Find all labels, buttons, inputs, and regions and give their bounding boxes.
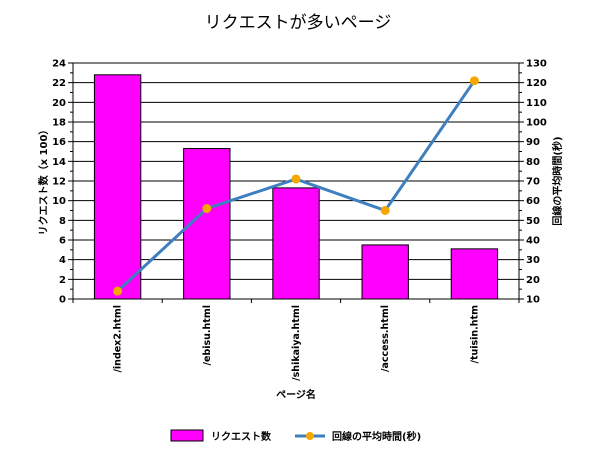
y-axis-label: リクエスト数（x 100） (37, 125, 50, 236)
line-point (469, 76, 479, 86)
legend-line-marker (306, 432, 314, 440)
y2-tick-label: 90 (526, 137, 540, 148)
chart-title: リクエストが多いページ (205, 13, 392, 33)
y-tick-label: 0 (59, 295, 66, 306)
y-tick-label: 12 (52, 177, 66, 188)
y2-tick-label: 40 (526, 236, 540, 247)
x-tick-label: /ebisu.html (202, 305, 213, 365)
legend: リクエスト数 回線の平均時間(秒) (170, 429, 421, 443)
y2-tick-label: 80 (526, 157, 540, 168)
x-tick-label: /shikaiya.html (291, 305, 302, 381)
y-tick-label: 2 (59, 275, 66, 286)
y2-tick-label: 110 (526, 98, 547, 109)
y-tick-label: 20 (52, 98, 66, 109)
y2-tick-label: 130 (526, 59, 547, 70)
y2-tick-label: 120 (526, 78, 547, 89)
y-tick-label: 14 (52, 157, 66, 168)
bar (361, 244, 409, 300)
y-tick-label: 24 (52, 59, 66, 70)
bar (450, 248, 499, 300)
x-tick-label: /index2.html (113, 305, 124, 373)
y-tick-label: 18 (52, 118, 66, 129)
x-tick-label: /access.html (380, 305, 391, 372)
legend-line-label: 回線の平均時間(秒) (332, 430, 421, 443)
y-tick-label: 10 (52, 196, 66, 207)
y-tick-label: 4 (59, 255, 66, 266)
legend-bar-swatch (170, 429, 204, 442)
y-tick-label: 22 (52, 78, 66, 89)
y2-tick-label: 30 (526, 255, 540, 266)
y-tick-label: 8 (59, 216, 66, 227)
line-point (202, 204, 212, 214)
axis-layer: 0246810121416182022241020304050607080901… (52, 59, 547, 381)
line-layer (113, 76, 479, 296)
y2-tick-label: 70 (526, 177, 540, 188)
bar-layer (93, 74, 499, 300)
line-point (380, 206, 390, 215)
y2-axis-label: 回線の平均時間(秒) (551, 136, 564, 225)
y2-tick-label: 100 (526, 118, 547, 129)
y2-tick-label: 60 (526, 196, 540, 207)
y2-tick-label: 20 (526, 275, 540, 286)
x-axis-label: ページ名 (276, 388, 316, 401)
legend-bar-label: リクエスト数 (211, 430, 272, 443)
bar (272, 187, 320, 300)
y2-tick-label: 50 (526, 216, 540, 227)
x-tick-label: /tuisin.htm (469, 305, 480, 364)
y2-tick-label: 10 (526, 295, 540, 306)
y-tick-label: 6 (59, 236, 66, 247)
line-point (291, 174, 301, 184)
bar (93, 74, 142, 300)
line-point (113, 286, 123, 296)
y-tick-label: 16 (52, 137, 66, 148)
